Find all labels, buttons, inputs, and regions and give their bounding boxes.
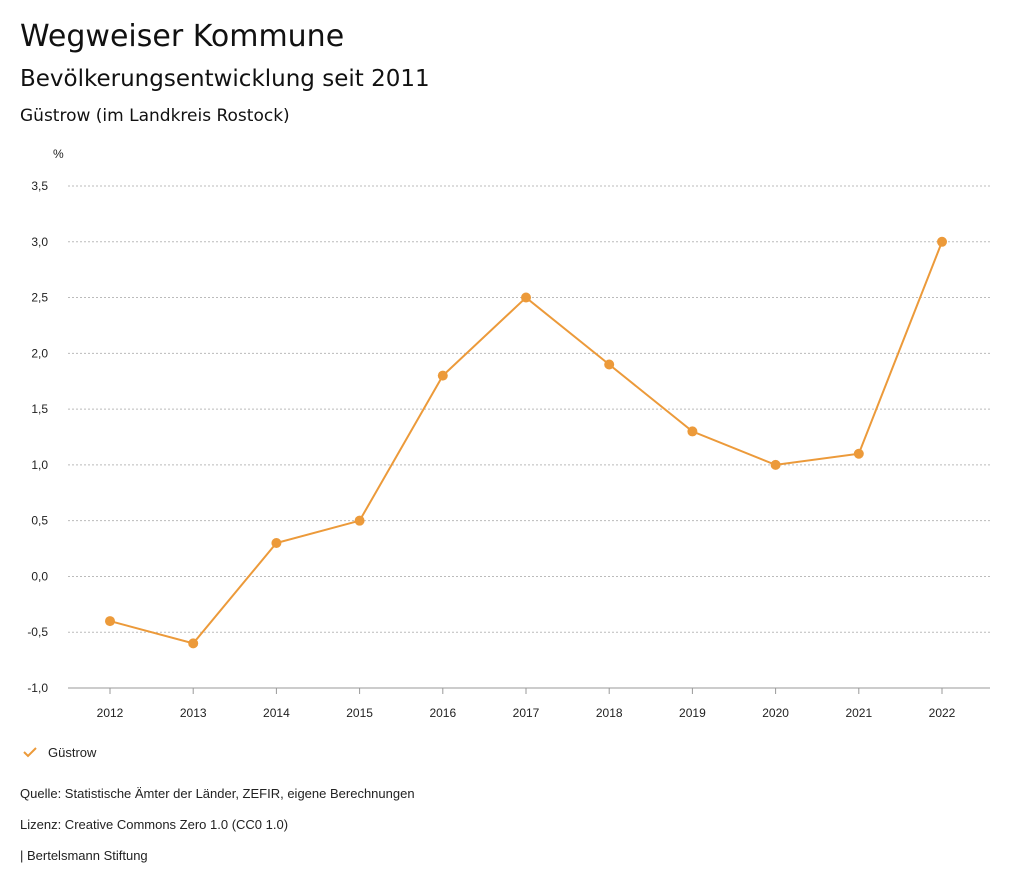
y-tick-label: 3,5 [31, 179, 48, 193]
publisher-note: | Bertelsmann Stiftung [20, 848, 148, 863]
y-tick-label: 1,5 [31, 402, 48, 416]
page-title: Wegweiser Kommune [20, 19, 345, 54]
data-point[interactable] [937, 236, 947, 247]
line-chart: % -1,0-0,50,00,51,01,52,02,53,03,5 2012 2… [27, 147, 990, 720]
x-tick-label: 2017 [513, 706, 540, 720]
x-tick-label: 2016 [429, 706, 456, 720]
data-point[interactable] [437, 370, 448, 381]
x-tick-label: 2020 [762, 706, 789, 720]
source-note: Quelle: Statistische Ämter der Länder, Z… [20, 786, 415, 801]
x-tick-label: 2019 [679, 706, 706, 720]
data-point[interactable] [271, 537, 282, 548]
license-note: Lizenz: Creative Commons Zero 1.0 (CC0 1… [20, 817, 289, 832]
legend-label: Güstrow [48, 744, 97, 760]
data-point[interactable] [687, 426, 698, 437]
series-points [105, 236, 947, 649]
x-tick-label: 2021 [845, 706, 872, 720]
y-axis-unit: % [53, 147, 64, 161]
region-label: Güstrow (im Landkreis Rostock) [20, 106, 290, 126]
y-tick-label: -1,0 [27, 681, 48, 695]
y-tick-label: 0,5 [31, 514, 48, 528]
x-tick-label: 2015 [346, 706, 373, 720]
data-point[interactable] [604, 359, 615, 370]
y-axis-ticks: -1,0 -0,5 0,0 0,5 1,0 1,5 2,0 2,5 3,0 3,5 [27, 179, 48, 695]
data-point[interactable] [354, 515, 365, 526]
x-axis-ticks: 2012 2013 2014 2015 2016 2017 2018 2019 2020 2021… [97, 688, 956, 720]
data-point[interactable] [521, 292, 531, 303]
x-tick-label: 2014 [263, 706, 290, 720]
data-point[interactable] [770, 459, 781, 470]
y-tick-label: 2,5 [31, 291, 48, 305]
x-tick-label: 2022 [929, 706, 956, 720]
data-point[interactable] [188, 638, 199, 649]
x-tick-label: 2012 [97, 706, 124, 720]
y-tick-label: 2,0 [31, 346, 48, 360]
chart-subtitle: Bevölkerungsentwicklung seit 2011 [20, 66, 430, 92]
grid-lines [68, 185, 990, 689]
x-tick-label: 2018 [596, 706, 623, 720]
x-tick-label: 2013 [180, 706, 207, 720]
data-point[interactable] [105, 616, 115, 627]
check-icon [23, 747, 37, 758]
y-tick-label: 3,0 [31, 235, 48, 249]
y-tick-label: 0,0 [31, 569, 48, 583]
y-tick-label: -0,5 [27, 625, 48, 639]
data-point[interactable] [853, 448, 864, 459]
legend-item-guestrow[interactable]: Güstrow [22, 744, 96, 760]
y-tick-label: 1,0 [31, 458, 48, 472]
